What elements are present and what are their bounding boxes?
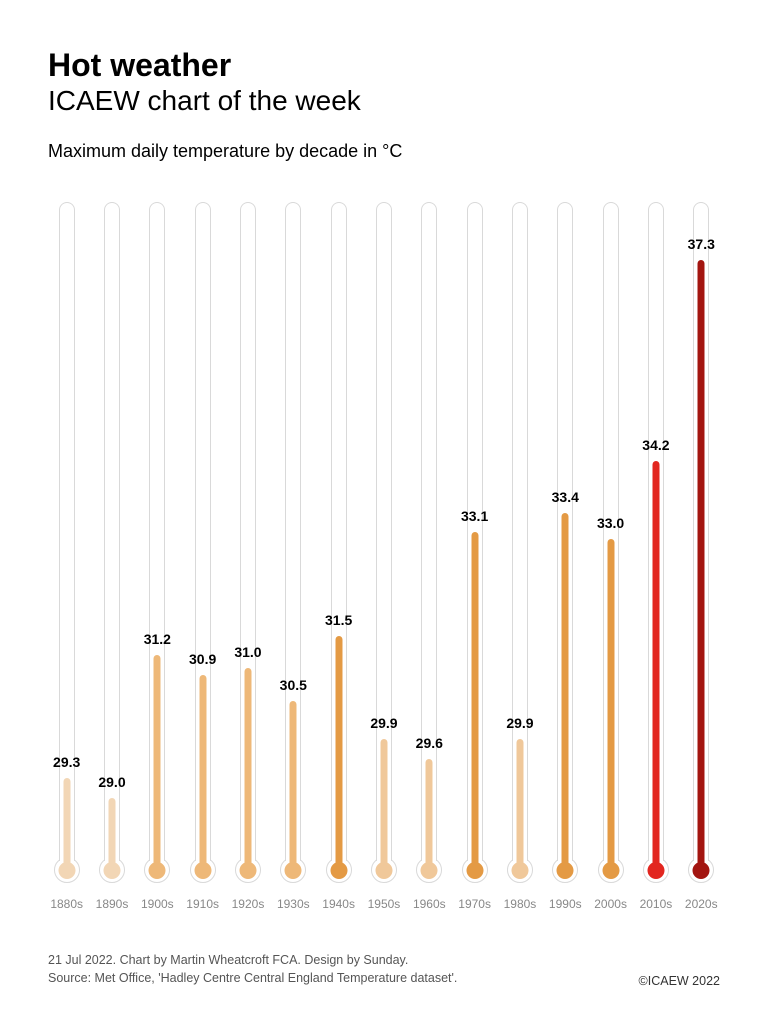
x-axis-label: 1990s — [549, 897, 582, 911]
x-axis-label: 1940s — [322, 897, 355, 911]
x-axis-label: 2020s — [685, 897, 718, 911]
value-label: 33.4 — [552, 489, 579, 505]
thermometer: 29.9 1980s — [503, 202, 536, 910]
x-axis-label: 1980s — [504, 897, 537, 911]
footer-copyright: ©ICAEW 2022 — [639, 974, 720, 988]
thermometer: 29.6 1960s — [413, 202, 446, 910]
thermometer: 34.2 2010s — [639, 202, 672, 910]
thermometer: 30.5 1930s — [277, 202, 310, 910]
thermometer: 37.3 2020s — [685, 202, 718, 910]
value-label: 29.9 — [370, 715, 397, 731]
footer-credits: 21 Jul 2022. Chart by Martin Wheatcroft … — [48, 951, 457, 989]
thermometer: 33.0 2000s — [594, 202, 627, 910]
thermometer: 29.9 1950s — [367, 202, 400, 910]
value-label: 34.2 — [642, 437, 669, 453]
thermometer-tube: 30.5 — [277, 202, 310, 882]
footer-line-1: 21 Jul 2022. Chart by Martin Wheatcroft … — [48, 951, 457, 970]
thermometer: 33.4 1990s — [549, 202, 582, 910]
thermometer: 31.0 1920s — [231, 202, 264, 910]
value-label: 37.3 — [688, 236, 715, 252]
x-axis-label: 1890s — [96, 897, 129, 911]
x-axis-label: 1970s — [458, 897, 491, 911]
x-axis-label: 2000s — [594, 897, 627, 911]
value-label: 33.0 — [597, 515, 624, 531]
x-axis-label: 1900s — [141, 897, 174, 911]
thermometer-tube: 31.5 — [322, 202, 355, 882]
thermometer-tube: 33.1 — [458, 202, 491, 882]
thermometer-tube: 31.0 — [231, 202, 264, 882]
footer: 21 Jul 2022. Chart by Martin Wheatcroft … — [48, 951, 720, 989]
value-label: 29.3 — [53, 754, 80, 770]
thermometer-tube: 29.9 — [367, 202, 400, 882]
thermometer-tube: 29.9 — [503, 202, 536, 882]
page-title: Hot weather — [48, 48, 720, 83]
thermometer-tube: 37.3 — [685, 202, 718, 882]
value-label: 29.9 — [506, 715, 533, 731]
thermometer: 31.5 1940s — [322, 202, 355, 910]
value-label: 30.9 — [189, 651, 216, 667]
chart-caption: Maximum daily temperature by decade in °… — [48, 141, 720, 162]
footer-line-2: Source: Met Office, 'Hadley Centre Centr… — [48, 969, 457, 988]
x-axis-label: 1910s — [186, 897, 219, 911]
thermometer: 30.9 1910s — [186, 202, 219, 910]
x-axis-label: 1880s — [50, 897, 83, 911]
thermometer-chart: 29.3 1880s 29.0 1890s 31.2 1900s 30.9 1910s 31.0… — [48, 202, 720, 910]
x-axis-label: 1930s — [277, 897, 310, 911]
value-label: 30.5 — [280, 677, 307, 693]
thermometer: 29.0 1890s — [95, 202, 128, 910]
thermometer-tube: 29.0 — [95, 202, 128, 882]
thermometer: 29.3 1880s — [50, 202, 83, 910]
thermometer-tube: 29.3 — [50, 202, 83, 882]
thermometer: 31.2 1900s — [141, 202, 174, 910]
x-axis-label: 2010s — [640, 897, 673, 911]
value-label: 31.5 — [325, 612, 352, 628]
value-label: 33.1 — [461, 508, 488, 524]
value-label: 31.2 — [144, 631, 171, 647]
thermometer-tube: 33.4 — [549, 202, 582, 882]
header: Hot weather ICAEW chart of the week Maxi… — [48, 48, 720, 162]
value-label: 29.6 — [416, 735, 443, 751]
thermometer-tube: 29.6 — [413, 202, 446, 882]
x-axis-label: 1950s — [368, 897, 401, 911]
x-axis-label: 1960s — [413, 897, 446, 911]
thermometer-tube: 30.9 — [186, 202, 219, 882]
thermometer: 33.1 1970s — [458, 202, 491, 910]
page-subtitle: ICAEW chart of the week — [48, 85, 720, 117]
thermometer-tube: 34.2 — [639, 202, 672, 882]
value-label: 31.0 — [234, 644, 261, 660]
thermometer-tube: 31.2 — [141, 202, 174, 882]
x-axis-label: 1920s — [232, 897, 265, 911]
value-label: 29.0 — [98, 774, 125, 790]
thermometer-tube: 33.0 — [594, 202, 627, 882]
